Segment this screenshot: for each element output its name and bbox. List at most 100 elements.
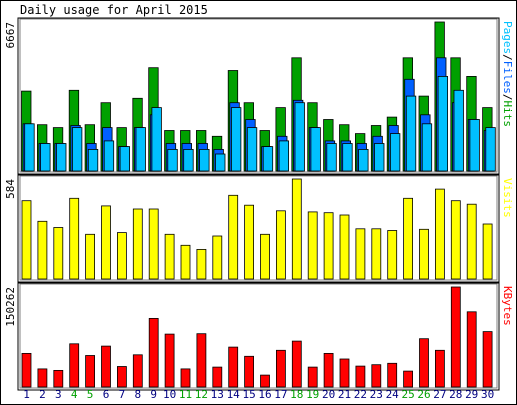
panel-series-label-part: / xyxy=(501,54,514,61)
day-label-11: 11 xyxy=(179,388,192,401)
day-label-25: 25 xyxy=(401,388,414,401)
bar-kbytes-day-17 xyxy=(275,349,286,388)
bar-pages-day-3 xyxy=(56,143,67,172)
panel-max-label: 150262 xyxy=(4,287,17,327)
bar-kbytes-day-15 xyxy=(244,355,255,388)
bar-visits-day-16 xyxy=(260,233,270,280)
panel-series-label: Visits xyxy=(501,178,514,218)
bar-pages-day-5 xyxy=(87,148,99,172)
bar-pages-day-23 xyxy=(374,143,385,172)
bar-visits-day-24 xyxy=(387,230,398,280)
bar-kbytes-day-19 xyxy=(307,366,318,388)
bar-kbytes-day-24 xyxy=(387,362,398,388)
panel-plot-area xyxy=(19,175,498,281)
bar-visits-day-25 xyxy=(403,197,414,280)
bar-kbytes-day-30 xyxy=(482,331,493,388)
day-labels-group: 1 2 3 4 5 6 7 8 9 10 11 12 13 14 15 16 17 18 19 20 21 22 23 24 2… xyxy=(23,388,494,401)
bar-pages-day-8 xyxy=(135,127,146,172)
bar-visits-day-29 xyxy=(466,203,477,280)
bar-pages-day-20 xyxy=(326,143,337,172)
bar-visits-day-4 xyxy=(69,197,80,280)
bar-pages-day-11 xyxy=(183,148,194,172)
bar-pages-day-2 xyxy=(40,143,51,172)
day-label-5: 5 xyxy=(87,388,94,401)
bar-kbytes-day-2 xyxy=(37,368,48,388)
bar-visits-day-2 xyxy=(37,220,48,280)
bar-visits-day-8 xyxy=(132,208,143,280)
day-label-24: 24 xyxy=(386,388,400,401)
bar-kbytes-day-25 xyxy=(403,370,414,388)
bar-visits-day-11 xyxy=(180,244,191,280)
bar-visits-day-27 xyxy=(434,188,445,280)
bar-kbytes-day-4 xyxy=(69,343,80,388)
bar-visits-day-21 xyxy=(339,214,350,280)
bar-visits-day-17 xyxy=(275,210,286,280)
day-label-30: 30 xyxy=(481,388,494,401)
day-label-8: 8 xyxy=(134,388,141,401)
bar-pages-day-13 xyxy=(215,153,226,172)
bar-pages-day-25 xyxy=(405,95,417,172)
bar-visits-day-5 xyxy=(85,233,95,280)
bar-kbytes-day-14 xyxy=(228,346,239,388)
bar-kbytes-day-16 xyxy=(260,374,270,388)
day-label-27: 27 xyxy=(433,388,446,401)
bar-visits-day-1 xyxy=(21,200,32,280)
panel-max-label: 6667 xyxy=(4,22,17,49)
kbytes-panel: 150262 KBytes xyxy=(4,282,514,391)
panel-plot-area xyxy=(19,283,498,389)
bar-pages-day-7 xyxy=(119,146,130,172)
bar-kbytes-day-20 xyxy=(323,352,334,388)
day-label-14: 14 xyxy=(227,388,241,401)
bar-pages-day-21 xyxy=(342,143,353,172)
bar-pages-day-14 xyxy=(230,107,242,172)
day-label-15: 15 xyxy=(242,388,255,401)
day-label-19: 19 xyxy=(306,388,319,401)
bar-pages-day-9 xyxy=(151,107,162,172)
bar-kbytes-day-26 xyxy=(419,338,429,388)
bar-pages-day-29 xyxy=(469,119,480,172)
bar-visits-day-22 xyxy=(355,228,366,280)
day-label-22: 22 xyxy=(354,388,367,401)
bar-pages-day-28 xyxy=(453,89,464,172)
bar-kbytes-day-10 xyxy=(164,333,175,388)
bar-visits-day-13 xyxy=(212,235,223,280)
bar-pages-day-22 xyxy=(358,148,369,172)
bar-pages-day-30 xyxy=(485,127,496,172)
bar-kbytes-day-22 xyxy=(355,365,366,388)
bar-visits-day-12 xyxy=(196,248,207,280)
day-label-10: 10 xyxy=(163,388,176,401)
bar-kbytes-day-1 xyxy=(21,352,32,388)
bar-pages-day-18 xyxy=(294,102,305,172)
day-label-13: 13 xyxy=(211,388,224,401)
chart-title: Daily usage for April 2015 xyxy=(20,3,208,17)
bar-pages-day-24 xyxy=(389,133,401,172)
bar-visits-day-15 xyxy=(244,204,255,280)
bar-visits-day-6 xyxy=(101,205,111,280)
bar-pages-day-4 xyxy=(72,127,83,172)
bar-kbytes-day-29 xyxy=(466,311,477,388)
bar-pages-day-1 xyxy=(24,123,35,172)
panel-series-label-part: Pages xyxy=(501,21,514,54)
day-label-18: 18 xyxy=(290,388,303,401)
visits-panel: 584 Visits xyxy=(4,174,514,283)
bar-pages-day-17 xyxy=(278,140,290,172)
hits-panel: 6667 Pages/Files/Hits xyxy=(4,17,514,175)
bar-visits-day-10 xyxy=(164,233,175,280)
day-label-23: 23 xyxy=(370,388,383,401)
bar-pages-day-12 xyxy=(199,148,210,172)
bar-pages-day-6 xyxy=(103,140,115,172)
panel-series-label-part: Visits xyxy=(501,178,514,218)
bar-kbytes-day-12 xyxy=(196,333,207,388)
day-label-9: 9 xyxy=(150,388,157,401)
panel-series-label-part: / xyxy=(501,94,514,101)
bar-kbytes-day-8 xyxy=(132,354,143,388)
bar-kbytes-day-11 xyxy=(180,368,191,388)
bar-pages-day-15 xyxy=(246,127,258,172)
day-label-6: 6 xyxy=(103,388,110,401)
day-label-17: 17 xyxy=(274,388,287,401)
bar-kbytes-day-9 xyxy=(148,317,159,388)
day-label-12: 12 xyxy=(195,388,208,401)
panel-max-label: 584 xyxy=(4,179,17,199)
